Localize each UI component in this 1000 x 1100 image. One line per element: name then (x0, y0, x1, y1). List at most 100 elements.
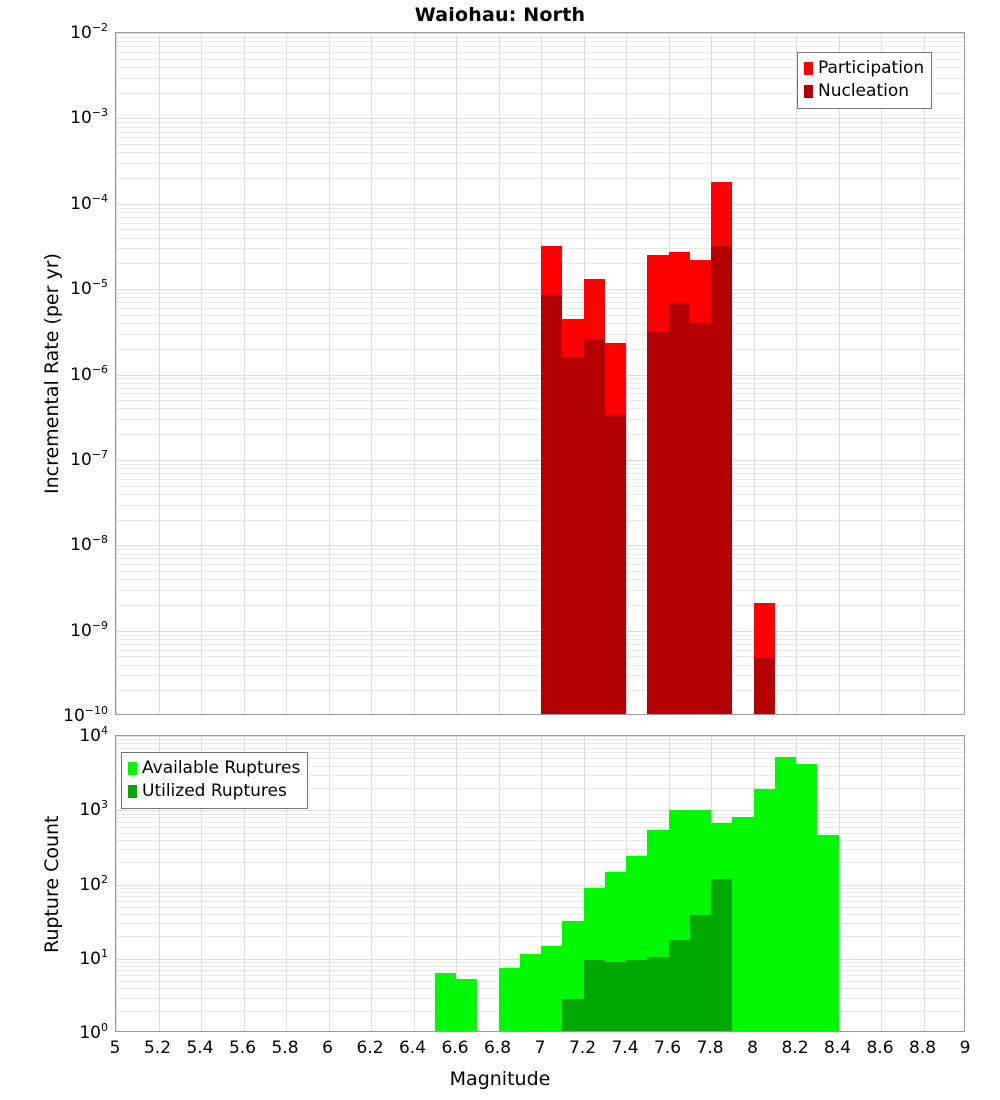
gridline-minor (116, 229, 964, 231)
gridline-minor (116, 473, 964, 475)
gridline-vertical (838, 736, 840, 1031)
bar-group (519, 736, 541, 1031)
gridline-minor (116, 690, 964, 692)
gridline-minor (116, 752, 964, 754)
gridline-minor (116, 387, 964, 389)
bottom-y-axis-label: Rupture Count (41, 815, 63, 953)
gridline-minor (116, 485, 964, 487)
x-tick-label: 6.6 (441, 1038, 469, 1058)
gridline-minor (116, 248, 964, 250)
gridline-minor (116, 77, 964, 79)
gridline-minor (116, 675, 964, 677)
bar-segment-available (519, 953, 541, 1031)
gridline-minor (116, 263, 964, 265)
gridline-vertical (456, 736, 457, 1031)
gridline-minor (116, 207, 964, 209)
gridline-minor (116, 144, 964, 146)
gridline-vertical (328, 736, 330, 1031)
bar-segment-nucleation (604, 414, 626, 714)
gridline-minor (116, 558, 964, 560)
bar-group (583, 33, 605, 714)
gridline-minor (116, 862, 964, 864)
gridline-vertical (881, 33, 882, 714)
y-tick-label: 10−10 (63, 704, 108, 726)
gridline-minor (116, 900, 964, 902)
utilized-ruptures-swatch-icon (128, 785, 137, 798)
gridline-minor (116, 36, 964, 38)
gridline-minor (116, 747, 964, 749)
gridline-major (116, 118, 964, 120)
legend-item-participation: Participation (804, 57, 924, 80)
gridline-minor (116, 163, 964, 165)
gridline-minor (116, 589, 964, 591)
gridline-minor (116, 348, 964, 350)
gridline-minor (116, 549, 964, 551)
x-axis-label: Magnitude (449, 1068, 551, 1090)
bar-group (817, 736, 839, 1031)
x-tick-label: 7 (534, 1038, 546, 1058)
bar-group (796, 736, 818, 1031)
y-tick-label: 10−5 (70, 277, 108, 299)
x-tick-label: 8.8 (908, 1038, 937, 1058)
gridline-minor (116, 137, 964, 139)
gridline-minor (116, 237, 964, 239)
x-tick-label: 6 (322, 1038, 333, 1058)
bar-group (668, 33, 690, 714)
top-y-axis-label: Incremental Rate (per yr) (41, 253, 63, 494)
bar-segment-available (817, 835, 839, 1031)
gridline-minor (116, 570, 964, 572)
gridline-minor (116, 408, 964, 410)
y-tick-label: 10−7 (70, 448, 108, 470)
gridline-vertical (371, 33, 372, 714)
bar-segment-nucleation (668, 303, 690, 714)
gridline-vertical (456, 33, 457, 714)
bar-group (604, 33, 626, 714)
bar-group (668, 736, 690, 1031)
figure-title: Waiohau: North (414, 4, 586, 26)
gridline-minor (116, 58, 964, 60)
participation-swatch-icon (804, 62, 813, 75)
gridline-minor (116, 839, 964, 841)
bar-group (689, 736, 711, 1031)
gridline-minor (116, 51, 964, 53)
x-tick-label: 5.4 (186, 1038, 214, 1058)
bar-segment-nucleation (711, 246, 733, 714)
bar-group (562, 736, 584, 1031)
bar-segment-utilized (689, 915, 711, 1031)
gridline-minor (116, 463, 964, 465)
bar-group (647, 33, 669, 714)
bar-group (774, 736, 796, 1031)
bar-segment-available (753, 789, 775, 1031)
gridline-vertical (498, 736, 500, 1031)
gridline-minor (116, 122, 964, 124)
bar-group (732, 736, 754, 1031)
gridline-vertical (201, 33, 202, 714)
bar-segment-available (541, 945, 563, 1031)
gridline-minor (116, 468, 964, 470)
gridline-minor (116, 212, 964, 214)
y-tick-label: 102 (79, 872, 108, 895)
top-bars (116, 33, 964, 714)
gridline-minor (116, 643, 964, 645)
legend-label-available-ruptures: Available Ruptures (142, 758, 301, 778)
x-tick-label: 5.6 (228, 1038, 257, 1058)
gridline-minor (116, 739, 964, 741)
gridline-vertical (328, 33, 330, 714)
gridline-major (116, 545, 964, 547)
gridline-major (116, 33, 964, 34)
bar-group (711, 736, 733, 1031)
gridline-minor (116, 222, 964, 224)
gridline-minor (116, 923, 964, 925)
bar-segment-nucleation (647, 331, 669, 714)
x-tick-label: 8.6 (866, 1038, 894, 1058)
gridline-minor (116, 216, 964, 218)
gridline-minor (116, 308, 964, 310)
gridline-vertical (541, 736, 542, 1031)
y-tick-label: 10−9 (70, 618, 108, 641)
x-tick-label: 9 (959, 1038, 971, 1058)
gridline-minor (116, 579, 964, 581)
bar-group (711, 33, 733, 714)
bar-segment-available (796, 763, 818, 1031)
bottom-legend: Available Ruptures Utilized Ruptures (121, 752, 309, 809)
rupture-count-plot (115, 735, 965, 1032)
